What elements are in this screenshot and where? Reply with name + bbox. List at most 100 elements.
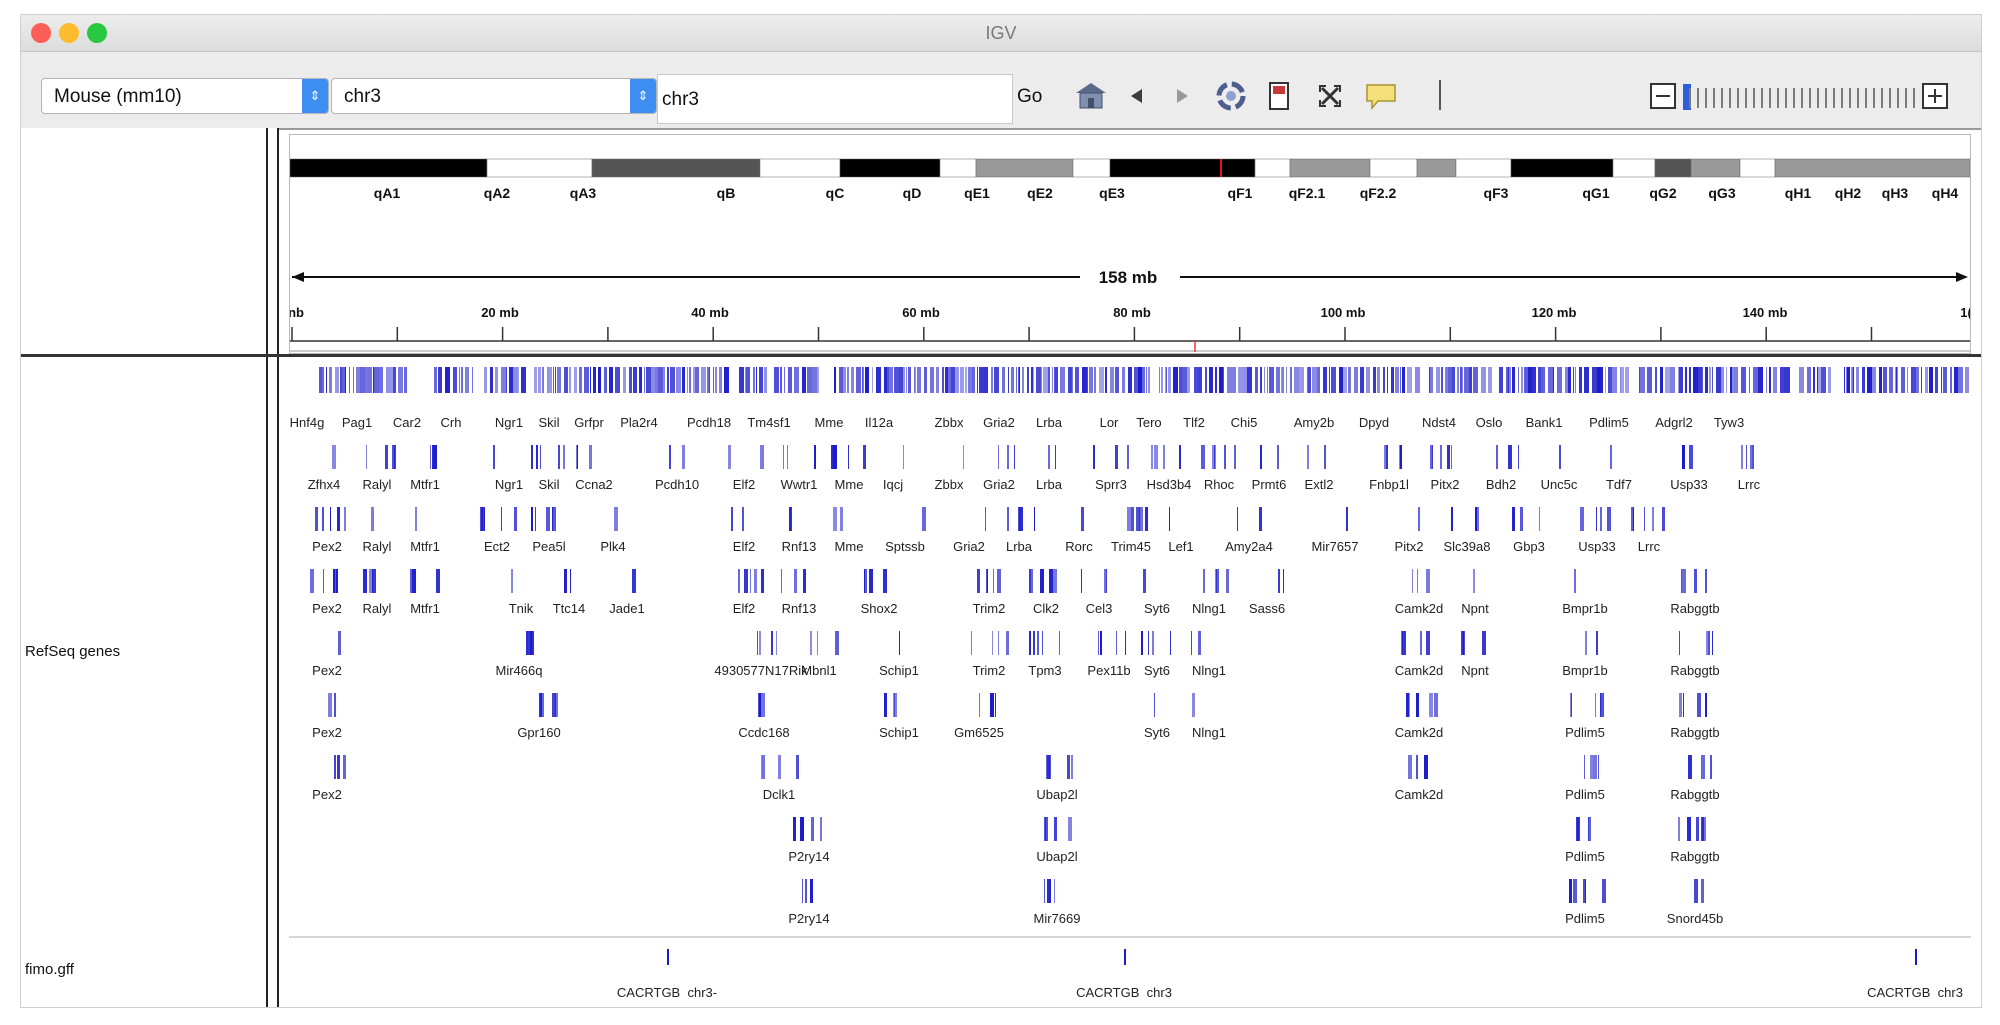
gene-feature (1366, 367, 1370, 393)
gene-feature (385, 445, 388, 469)
gene-feature (453, 367, 457, 393)
zoom-in-icon[interactable] (1921, 82, 1951, 112)
gene-label: Mme (835, 477, 864, 492)
gene-feature (794, 367, 798, 393)
gene-feature (669, 445, 671, 469)
chromosome-select-arrow-icon[interactable]: ⇕ (630, 79, 656, 113)
gene-feature (930, 367, 934, 393)
gene-feature (1343, 367, 1347, 393)
gene-feature (1710, 755, 1712, 779)
gene-label: Ccdc168 (738, 725, 789, 740)
zoom-window-button[interactable] (87, 23, 107, 43)
panel-divider[interactable] (266, 128, 279, 1007)
gene-feature (609, 367, 613, 393)
gene-feature (1407, 367, 1412, 393)
ideogram-band (1510, 158, 1614, 178)
gene-feature (372, 569, 376, 593)
gene-feature (1605, 367, 1606, 393)
gene-feature (546, 507, 550, 531)
gene-feature (1216, 569, 1219, 593)
gene-label: Rabggtb (1670, 849, 1719, 864)
gene-label: Skil (539, 477, 560, 492)
gene-feature (1896, 367, 1897, 393)
close-window-button[interactable] (31, 23, 51, 43)
gene-feature (899, 631, 900, 655)
genome-select-arrow-icon[interactable]: ⇕ (302, 79, 328, 113)
resize-icon[interactable] (1313, 78, 1347, 114)
gene-feature (1732, 367, 1734, 393)
gene-feature (860, 367, 861, 393)
gene-feature (1033, 631, 1035, 655)
gene-feature (1679, 631, 1680, 655)
gene-feature (810, 879, 813, 903)
refseq-genes-track[interactable]: Hnf4g Pag1 Car2 Crh Ngr1 Skil Grfpr Pla2r4 Pcdh1… (289, 357, 1971, 1000)
gene-feature (787, 445, 788, 469)
gene-feature (1234, 445, 1236, 469)
gene-feature (1682, 569, 1686, 593)
ideogram-band (1289, 158, 1371, 178)
gene-feature (1223, 367, 1224, 393)
locus-input[interactable]: chr3 (657, 74, 1013, 124)
ideogram-band (1774, 158, 1971, 178)
gene-feature (1161, 367, 1163, 393)
forward-arrow-icon[interactable] (1167, 78, 1197, 114)
gene-label: Mtfr1 (410, 601, 440, 616)
gene-feature (1883, 367, 1887, 393)
back-arrow-icon[interactable] (1121, 78, 1151, 114)
gene-label: Pdlim5 (1565, 849, 1605, 864)
ruler-ideogram-panel[interactable]: qA1 qA2 qA3 qB qC qD qE1 qE2 qE3 qF1 qF2.1 qF2.2 qF3… (288, 134, 1978, 354)
gene-feature (465, 367, 469, 393)
tracks-area[interactable]: Hnf4g Pag1 Car2 Crh Ngr1 Skil Grfpr Pla2r4 Pcdh1… (289, 357, 1971, 1000)
gene-feature (965, 367, 967, 393)
chromosome-ideogram[interactable]: qA1 qA2 qA3 qB qC qD qE1 qE2 qE3 qF1 qF2.1 qF2.2 qF3… (288, 135, 1978, 353)
home-icon[interactable] (1071, 78, 1111, 114)
genome-select[interactable]: Mouse (mm10) ⇕ (41, 78, 329, 114)
gene-feature (995, 693, 996, 717)
gene-label: Pitx2 (1431, 477, 1460, 492)
gene-feature (1125, 631, 1126, 655)
gene-feature (914, 367, 915, 393)
gene-feature (1018, 367, 1019, 393)
zoom-slider-thumb[interactable] (1683, 84, 1691, 110)
gene-feature (436, 569, 440, 593)
gene-feature (862, 367, 863, 393)
gene-label: Ralyl (363, 601, 392, 616)
gene-feature (1106, 569, 1107, 593)
zoom-widget[interactable] (1649, 82, 1949, 116)
gene-label: Syt6 (1144, 725, 1170, 740)
gene-feature (1006, 631, 1009, 655)
region-of-interest-icon[interactable] (1261, 78, 1297, 114)
zoom-slider-track[interactable] (1689, 88, 1919, 108)
gene-feature (869, 569, 873, 593)
gene-feature (1269, 367, 1274, 393)
chromosome-select-value: chr3 (344, 86, 381, 107)
header-data-separator[interactable] (21, 354, 1981, 357)
gene-label: Lef1 (1168, 539, 1193, 554)
refseq-track-name[interactable]: RefSeq genes (25, 643, 121, 660)
go-button[interactable]: Go (1017, 86, 1043, 107)
gene-feature (481, 507, 485, 531)
gene-feature (484, 367, 487, 393)
fimo-track-name[interactable]: fimo.gff (25, 961, 74, 978)
gene-feature (632, 569, 636, 593)
gene-feature (701, 367, 706, 393)
gene-feature (1602, 879, 1606, 903)
gene-feature (430, 445, 431, 469)
gene-feature (774, 367, 779, 393)
gene-label: Cel3 (1086, 601, 1113, 616)
gene-feature (1261, 367, 1262, 393)
gene-feature (1847, 367, 1850, 393)
ideogram-band-label: qF2.2 (1360, 185, 1397, 201)
zoom-out-icon[interactable] (1649, 82, 1679, 112)
gene-feature (856, 367, 860, 393)
gene-feature (1818, 367, 1821, 393)
gene-feature (1283, 569, 1284, 593)
popup-text-icon[interactable] (1361, 78, 1401, 114)
chromosome-select[interactable]: chr3 ⇕ (331, 78, 657, 114)
minimize-window-button[interactable] (59, 23, 79, 43)
gene-feature (1417, 569, 1418, 593)
gene-feature (1518, 445, 1519, 469)
gene-feature (1889, 367, 1893, 393)
refresh-icon[interactable] (1211, 78, 1251, 114)
gene-feature (1698, 367, 1702, 393)
